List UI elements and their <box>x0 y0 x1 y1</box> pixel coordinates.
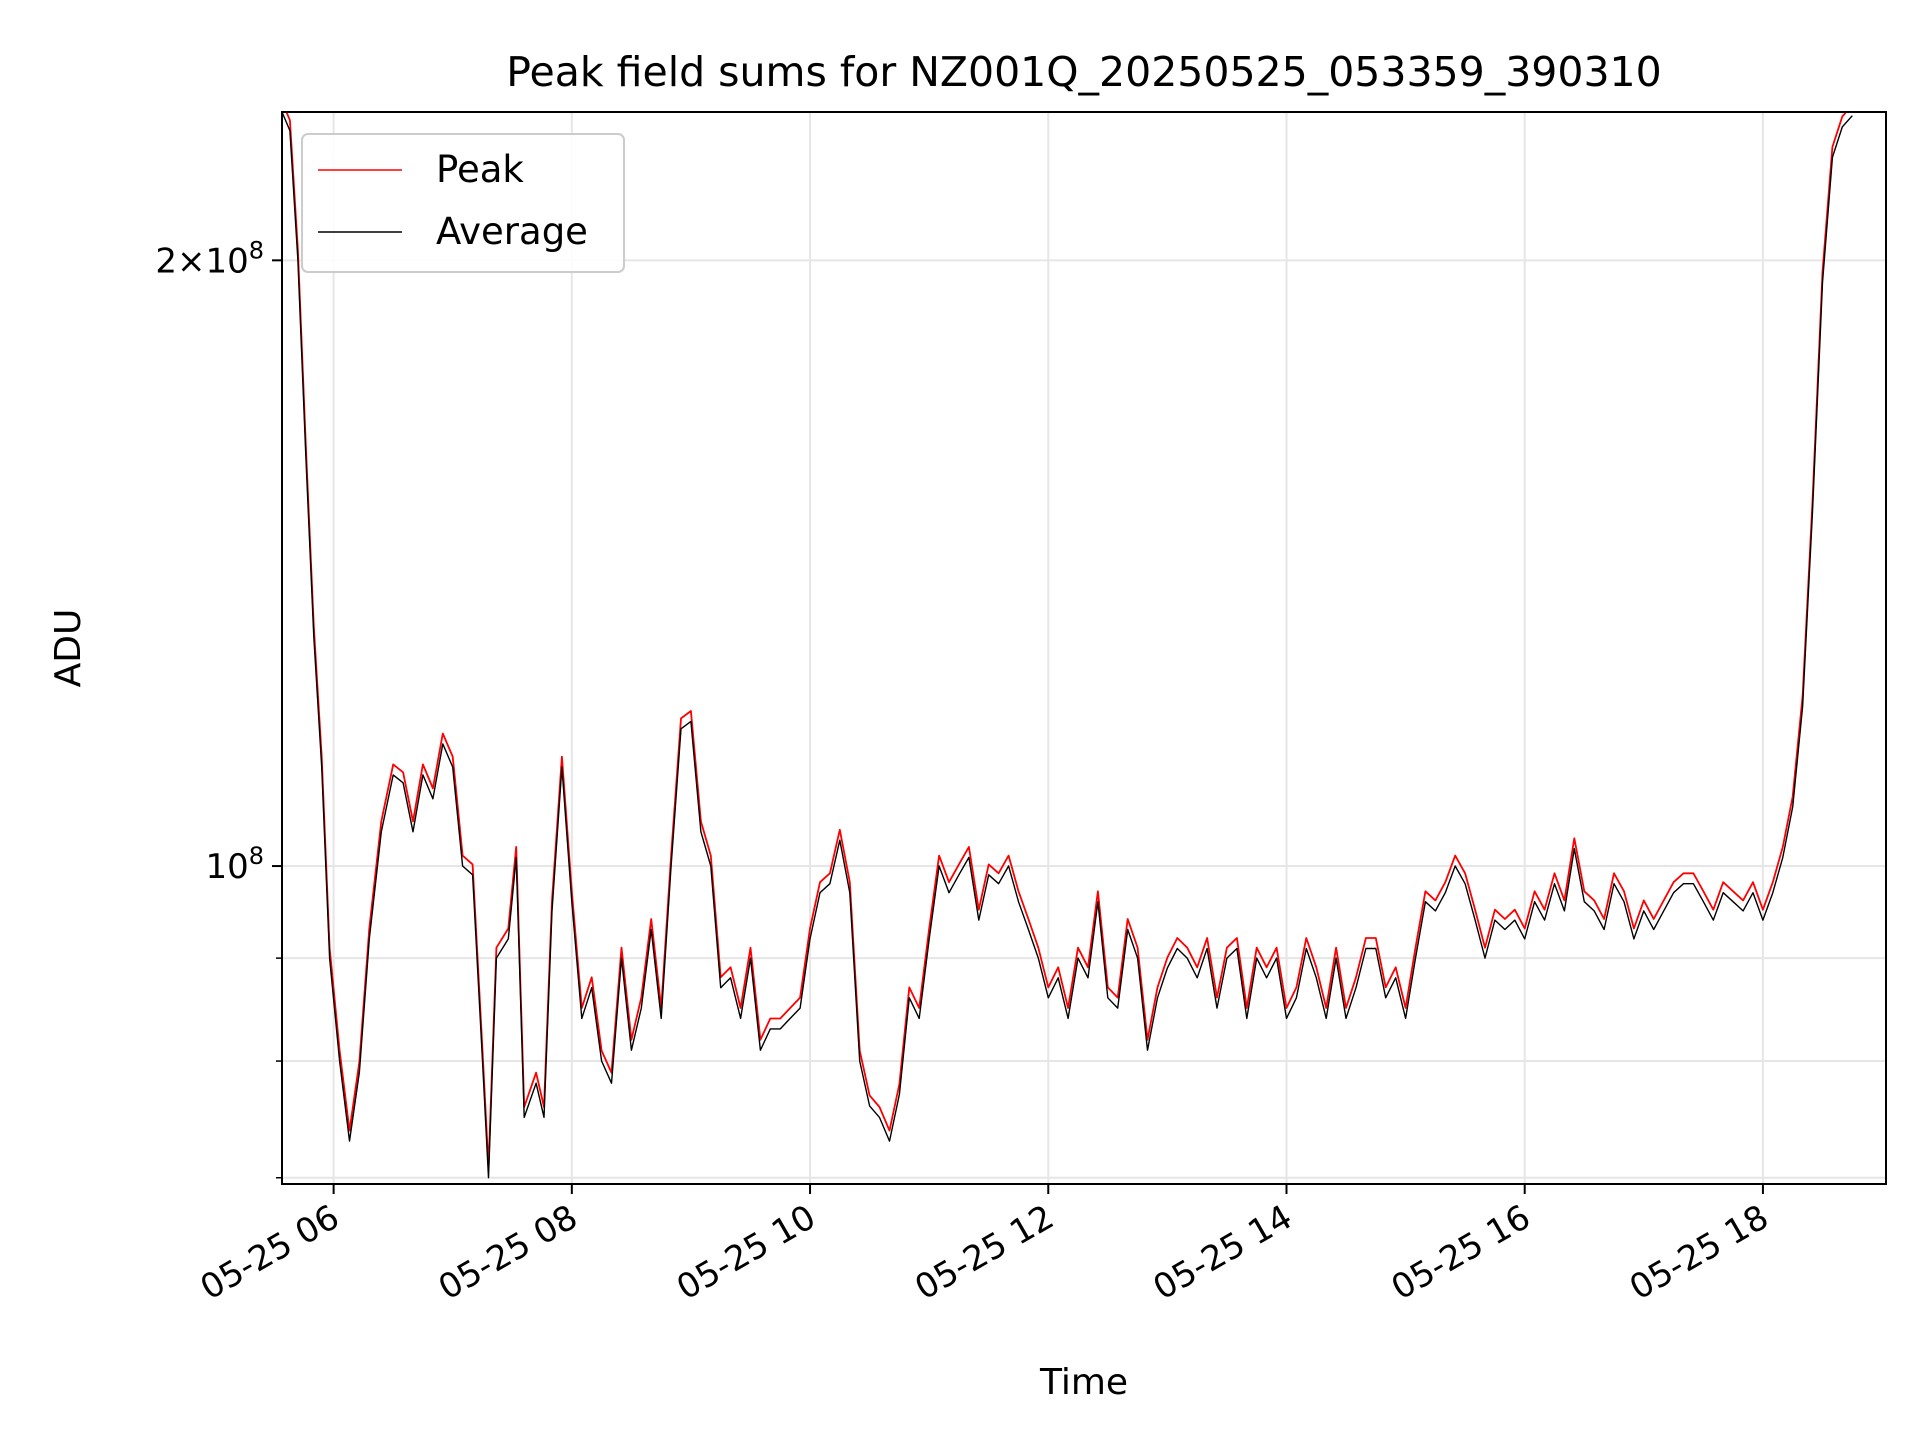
series-line-average <box>282 112 1853 1179</box>
legend-label-average: Average <box>436 210 588 253</box>
series-layer <box>282 112 1853 1179</box>
x-axis-label: Time <box>1039 1362 1128 1403</box>
y-tick-base: 10 <box>205 241 248 281</box>
plot-frame <box>281 111 1887 1185</box>
legend-label-peak: Peak <box>436 148 524 191</box>
chart-title: Peak field sums for NZ001Q_20250525_0533… <box>506 48 1661 96</box>
y-tick-exponent: 8 <box>249 236 264 264</box>
y-tick-label: 108 <box>205 842 264 887</box>
legend: Peak Average <box>301 133 625 273</box>
y-tick-label: 2×108 <box>155 236 264 281</box>
y-axis-label: ADU <box>48 609 89 688</box>
series-line-peak <box>285 112 1848 1169</box>
y-tick-mantissa: 2× <box>155 241 205 281</box>
y-tick-exponent: 8 <box>249 842 264 870</box>
legend-box <box>301 133 625 273</box>
y-tick-base: 10 <box>205 847 248 887</box>
